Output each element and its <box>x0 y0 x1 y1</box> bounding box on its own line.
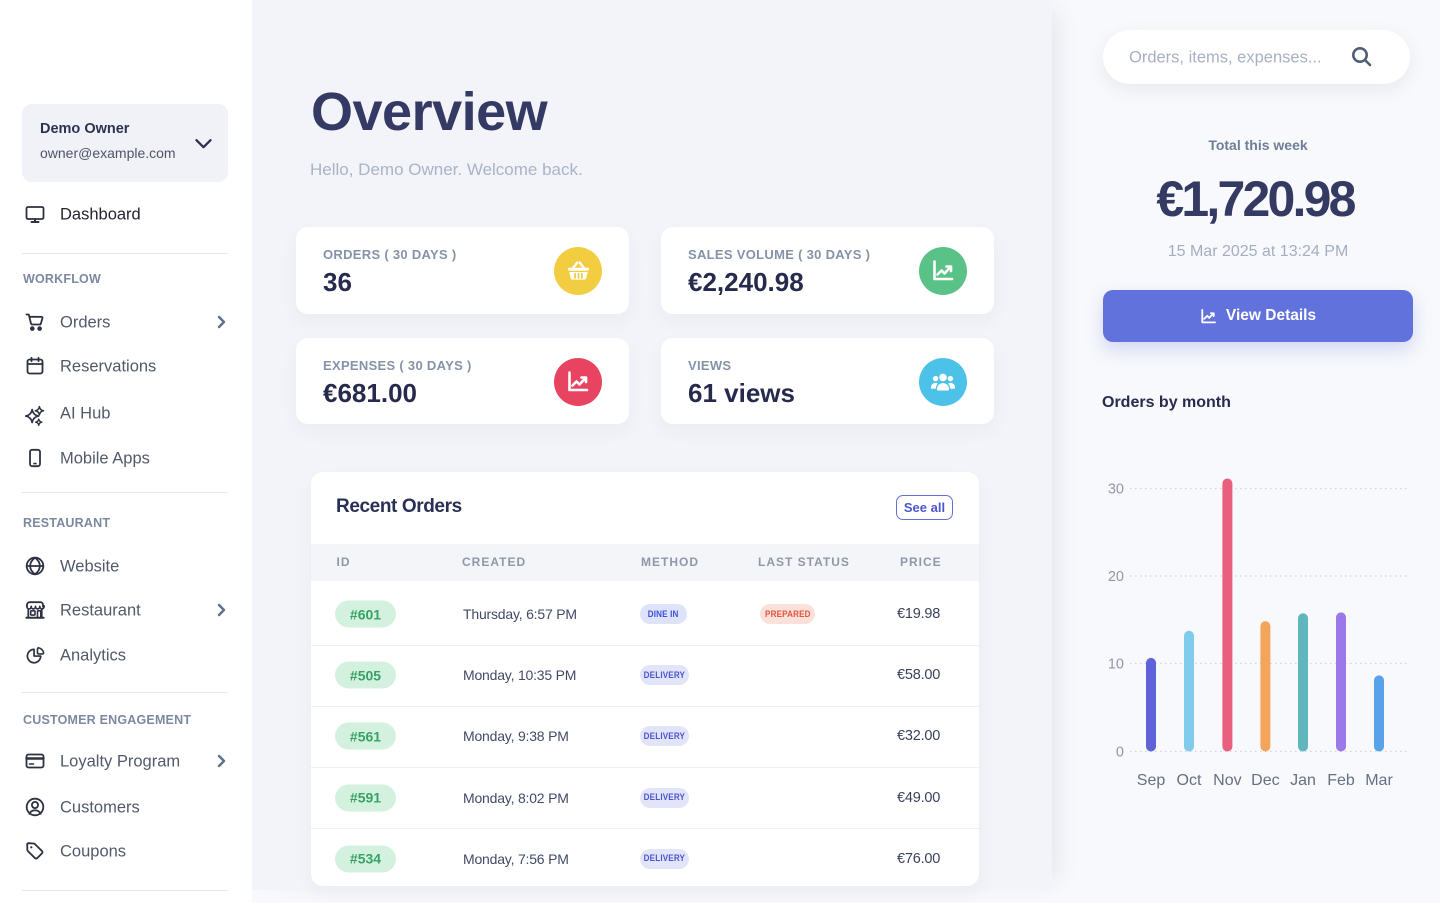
svg-text:Nov: Nov <box>1213 772 1241 789</box>
svg-text:Sep: Sep <box>1137 772 1166 789</box>
svg-text:Jan: Jan <box>1290 772 1316 789</box>
svg-text:Feb: Feb <box>1327 772 1355 789</box>
svg-text:Dec: Dec <box>1251 772 1279 789</box>
svg-text:20: 20 <box>1108 569 1124 585</box>
svg-text:0: 0 <box>1116 745 1124 761</box>
svg-text:Mar: Mar <box>1365 772 1393 789</box>
svg-text:10: 10 <box>1108 657 1124 673</box>
svg-text:Oct: Oct <box>1177 772 1202 789</box>
svg-text:30: 30 <box>1108 482 1124 498</box>
